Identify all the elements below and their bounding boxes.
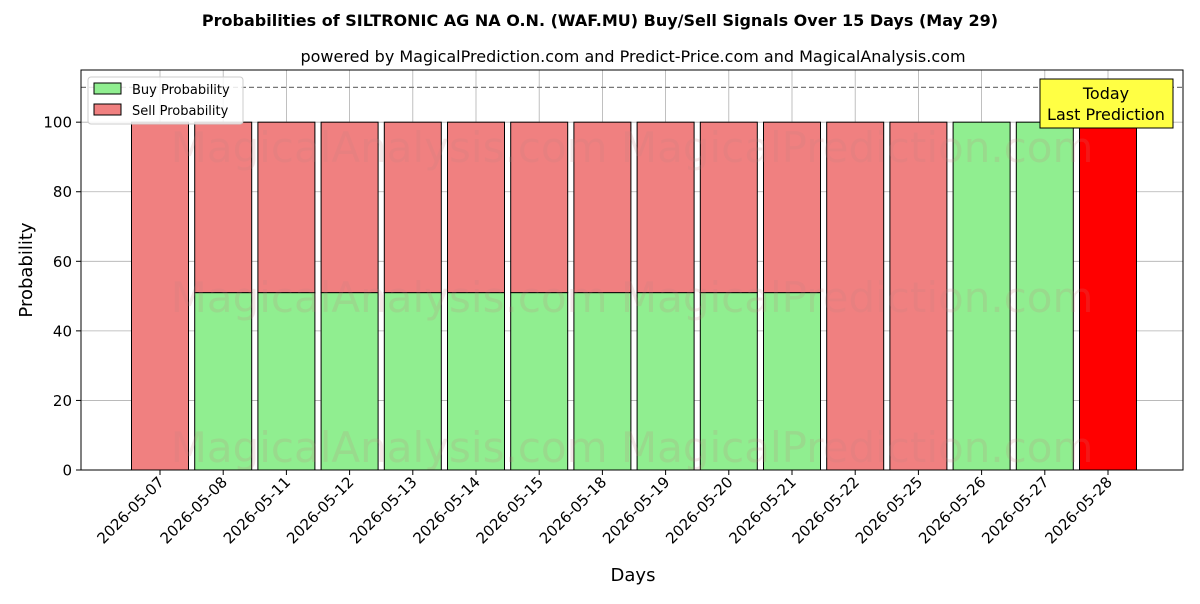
y-tick-label: 100: [43, 114, 72, 132]
x-tick-label: 2026-05-07: [93, 473, 167, 547]
bar-buy: [573, 292, 632, 471]
bar-buy: [763, 292, 821, 471]
x-tick-label: 2026-05-25: [852, 473, 926, 547]
bar-buy: [952, 121, 1011, 471]
bar-buy: [699, 292, 758, 471]
chart-subtitle: powered by MagicalPrediction.com and Pre…: [300, 47, 965, 66]
watermarks: MagicalAnalysis.com MagicalPrediction.co…: [171, 123, 1094, 472]
bars: [131, 121, 1137, 471]
y-tick-label: 60: [53, 253, 72, 271]
plot-area-frame: [80, 69, 1184, 471]
x-tick-label: 2026-05-21: [725, 473, 799, 547]
bar-sell: [510, 121, 569, 294]
watermark-text: MagicalAnalysis.com MagicalPrediction.co…: [171, 123, 1094, 172]
y-tick-label: 40: [53, 322, 72, 340]
bar-sell: [699, 121, 758, 294]
y-tick-label: 80: [53, 183, 72, 201]
x-tick-label: 2026-05-12: [283, 473, 357, 547]
bar-buy: [510, 292, 569, 471]
bar-sell: [320, 121, 379, 294]
legend-label-sell: Sell Probability: [132, 104, 229, 119]
x-tick-label: 2026-05-14: [409, 473, 483, 547]
watermark-text: MagicalAnalysis.com MagicalPrediction.co…: [171, 273, 1094, 322]
x-tick-label: 2026-05-15: [473, 473, 547, 547]
bar-sell: [889, 121, 948, 471]
bar-sell: [573, 121, 632, 294]
annotation-line-1: Today: [1082, 84, 1129, 103]
bar-sell: [194, 121, 253, 294]
bar-sell: [447, 121, 505, 294]
bar-sell: [257, 121, 316, 294]
y-axis-ticks: 0 20 40 60 80 100: [43, 114, 81, 480]
x-axis-ticks: 2026-05-072026-05-082026-05-112026-05-12…: [93, 470, 1116, 547]
y-tick-label: 0: [62, 462, 72, 480]
legend-label-buy: Buy Probability: [132, 83, 230, 98]
legend-frame: [87, 76, 244, 125]
bar-sell: [763, 121, 821, 294]
annotation-box: [1039, 78, 1174, 129]
x-tick-label: 2026-05-08: [157, 473, 231, 547]
x-tick-label: 2026-05-22: [789, 473, 863, 547]
legend-swatch-buy: [93, 82, 122, 95]
bar-sell: [636, 121, 695, 294]
x-tick-label: 2026-05-27: [978, 473, 1052, 547]
bar-sell: [1079, 121, 1137, 471]
bar-buy: [320, 292, 379, 471]
x-tick-label: 2026-05-13: [346, 473, 420, 547]
chart-title: Probabilities of SILTRONIC AG NA O.N. (W…: [202, 11, 998, 30]
bar-buy: [447, 292, 505, 471]
bar-buy: [636, 292, 695, 471]
watermark-text: MagicalAnalysis.com MagicalPrediction.co…: [171, 423, 1094, 472]
x-axis-label: Days: [611, 565, 656, 586]
x-tick-label: 2026-05-18: [536, 473, 610, 547]
today-annotation: Today Last Prediction: [1039, 78, 1174, 129]
x-tick-label: 2026-05-19: [599, 473, 673, 547]
bar-sell: [826, 121, 885, 471]
legend: Buy Probability Sell Probability: [87, 76, 244, 125]
bar-sell: [383, 121, 442, 294]
x-tick-label: 2026-05-11: [220, 473, 294, 547]
bar-buy: [1015, 121, 1074, 471]
annotation-line-2: Last Prediction: [1047, 105, 1165, 124]
x-tick-label: 2026-05-26: [915, 473, 989, 547]
legend-swatch-sell: [93, 103, 122, 116]
x-tick-label: 2026-05-20: [662, 473, 736, 547]
y-axis-label: Probability: [16, 222, 37, 317]
y-tick-label: 20: [53, 392, 72, 410]
x-tick-label: 2026-05-28: [1041, 473, 1115, 547]
